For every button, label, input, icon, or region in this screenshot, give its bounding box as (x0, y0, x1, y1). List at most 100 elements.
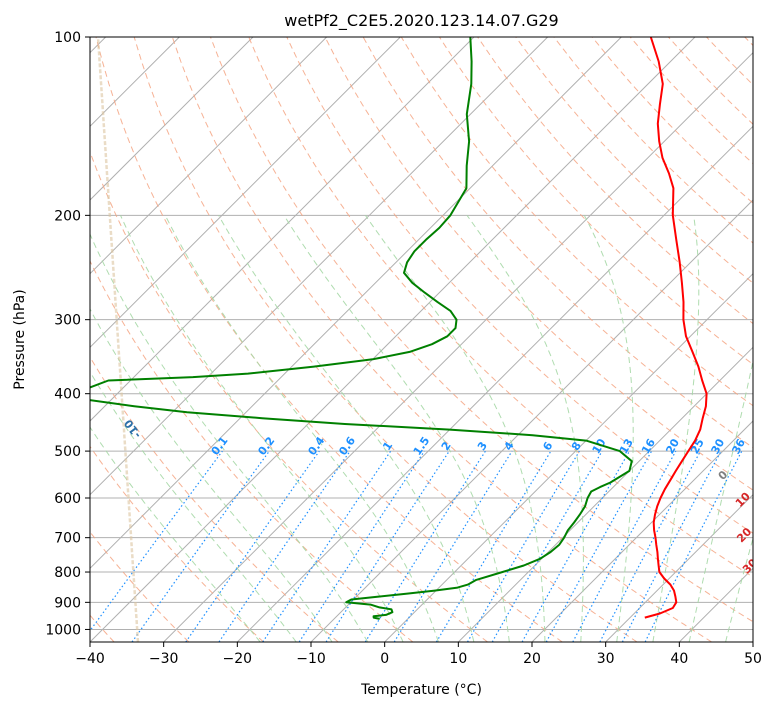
moist-adiabat (725, 536, 753, 642)
dry-adiabat (171, 37, 712, 642)
isotherm (90, 37, 475, 422)
dry-adiabat (90, 150, 488, 642)
mixing-ratio-line (218, 450, 351, 642)
isotherm (236, 125, 753, 642)
moist-adiabat (283, 215, 510, 642)
moist-adiabat (90, 426, 261, 642)
dry-adiabat (553, 37, 753, 244)
moist-adiabat (466, 215, 584, 642)
y-tick-label: 800 (54, 565, 81, 581)
y-tick-label: 400 (54, 387, 81, 403)
x-tick-label: −10 (296, 651, 326, 667)
y-ticks: 100 200 300 400 500 600 700 800 900 1000 (45, 30, 90, 638)
y-axis-label: Pressure (hPa) (12, 289, 28, 389)
mixing-ratio-label: 0.2 (255, 434, 277, 457)
x-tick-label: −20 (223, 651, 253, 667)
mixing-ratio-line (644, 450, 743, 642)
moist-adiabat-label: 20 (734, 525, 754, 545)
moist-adiabat-label: 10 (733, 490, 753, 510)
y-tick-label: 900 (54, 595, 81, 611)
mixing-ratio-line (521, 450, 631, 642)
mixing-ratio-line (185, 450, 320, 642)
isotherm (90, 37, 549, 496)
mixing-ratio-line (393, 450, 513, 642)
moist-adiabat (120, 215, 404, 642)
moist-adiabat (364, 215, 546, 642)
isotherm (90, 37, 254, 201)
mixing-ratio-line (364, 450, 486, 642)
dry-adiabat (133, 37, 638, 642)
mixing-ratio-label: 25 (688, 437, 707, 457)
dewpoint-profile (90, 37, 633, 620)
y-tick-label: 500 (54, 444, 81, 460)
isotherm (90, 37, 328, 275)
mixing-ratio-label: 0.6 (336, 434, 358, 458)
chart-title: wetPf2_C2E5.2020.123.14.07.G29 (284, 11, 558, 31)
x-ticks: −40 −30 −20 −10 0 10 20 30 40 50 (75, 642, 762, 667)
moist-adiabat-label: 0 (716, 468, 731, 483)
dry-adiabat (515, 37, 753, 284)
x-tick-label: 10 (449, 651, 467, 667)
dry-adiabat (668, 37, 753, 125)
x-tick-label: 40 (670, 651, 688, 667)
isotherm (605, 493, 753, 642)
mixing-ratio-label: 30 (709, 436, 728, 456)
y-tick-label: 700 (54, 531, 81, 547)
mixing-ratio-line (325, 450, 450, 642)
mixing-ratio-label: 20 (663, 436, 682, 456)
moist-adiabat (583, 215, 634, 642)
isotherm (163, 51, 753, 642)
dry-adiabat (591, 37, 753, 204)
moist-adiabat (218, 215, 475, 642)
moist-adiabat (90, 232, 369, 642)
series-layer (90, 37, 708, 620)
x-tick-label: −30 (149, 651, 179, 667)
y-tick-label: 100 (54, 30, 81, 46)
reference-curve (96, 37, 140, 642)
x-tick-label: 50 (744, 651, 762, 667)
dry-adiabat (248, 37, 753, 578)
x-tick-label: 20 (523, 651, 541, 667)
moist-adiabat-label: 40 (765, 582, 775, 602)
x-tick-label: −40 (75, 651, 105, 667)
plot-frame (89, 36, 754, 643)
dry-adiabat (706, 37, 753, 86)
y-tick-label: 200 (54, 208, 81, 224)
mixing-ratio-label: 36 (729, 436, 748, 456)
mixing-ratio-line (298, 450, 425, 642)
dry-adiabat (286, 37, 753, 534)
dry-adiabat (324, 37, 753, 491)
dry-adiabat (90, 531, 190, 642)
dry-adiabat (90, 356, 339, 642)
grid-layer (90, 37, 753, 642)
isotherm (90, 37, 401, 349)
dry-adiabat (210, 37, 753, 623)
mixing-ratio-label: 0.4 (305, 434, 327, 458)
isotherm (678, 567, 753, 642)
x-tick-label: 30 (597, 651, 615, 667)
mixing-ratio-line (435, 450, 552, 642)
temperature-profile (644, 37, 708, 619)
moist-adiabat (688, 358, 753, 642)
moist-adiabat (164, 215, 439, 642)
moist-adiabat (90, 308, 333, 642)
moist-adiabat (652, 215, 700, 642)
mixing-ratio-line (572, 450, 677, 642)
mixing-ratio-line (545, 450, 653, 642)
mixing-ratio-label: 1.5 (411, 434, 433, 457)
x-axis-label: Temperature (°C) (360, 682, 482, 698)
isotherm (457, 346, 753, 642)
isotherm (752, 641, 753, 642)
moist-adiabat (90, 370, 297, 642)
isotherm (310, 199, 753, 642)
mixing-ratio-line (90, 450, 223, 632)
dry-adiabat (90, 445, 264, 642)
isotherm (90, 37, 622, 570)
mixing-ratio-label: 16 (639, 436, 658, 456)
mixing-ratio-line (262, 450, 392, 642)
mixing-ratio-line (131, 450, 270, 642)
dry-adiabat (90, 259, 414, 642)
y-tick-label: 300 (54, 313, 81, 329)
dry-adiabat (95, 37, 563, 642)
